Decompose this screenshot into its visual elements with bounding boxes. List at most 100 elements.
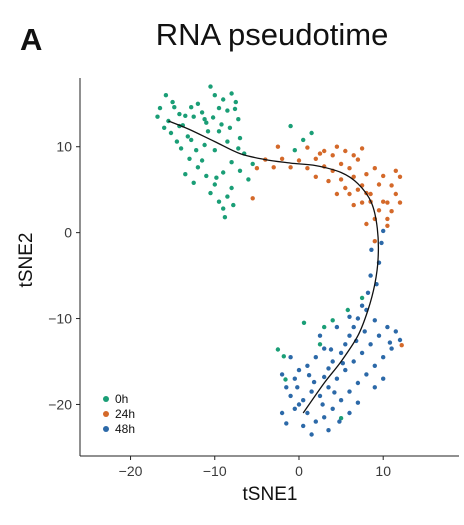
data-point-48h <box>326 385 331 390</box>
data-point-48h <box>369 247 374 252</box>
data-point-24h <box>271 165 276 170</box>
data-point-24h <box>393 191 398 197</box>
data-point-0h <box>208 84 213 89</box>
data-point-0h <box>237 168 243 173</box>
data-point-48h <box>397 337 403 343</box>
data-point-24h <box>372 166 377 171</box>
y-tick-label: −20 <box>48 396 72 412</box>
x-tick-label: 0 <box>295 463 303 479</box>
data-point-0h <box>191 180 196 185</box>
y-tick-label: 10 <box>56 139 72 155</box>
data-point-0h <box>233 99 238 105</box>
data-point-24h <box>279 156 285 161</box>
data-point-0h <box>204 120 209 125</box>
data-point-48h <box>305 363 310 368</box>
data-point-24h <box>397 200 403 205</box>
data-point-0h <box>229 160 234 165</box>
data-point-0h <box>219 122 224 127</box>
data-point-24h <box>364 221 369 227</box>
data-point-0h <box>221 97 226 102</box>
data-point-0h <box>202 117 207 122</box>
data-point-48h <box>311 379 317 385</box>
data-point-0h <box>155 114 160 119</box>
data-point-24h <box>385 223 390 228</box>
data-point-48h <box>337 419 342 424</box>
data-point-0h <box>359 295 365 301</box>
data-point-0h <box>191 114 196 119</box>
data-point-48h <box>320 402 325 407</box>
data-point-0h <box>214 175 219 180</box>
data-point-0h <box>225 194 230 199</box>
data-point-48h <box>379 240 384 246</box>
data-point-24h <box>372 239 377 244</box>
data-point-48h <box>385 324 390 330</box>
y-tick-label: −10 <box>48 311 72 327</box>
data-point-0h <box>216 129 222 134</box>
data-point-24h <box>368 191 373 197</box>
data-point-0h <box>195 165 201 170</box>
data-point-0h <box>225 139 230 144</box>
data-point-24h <box>355 157 361 162</box>
data-point-48h <box>279 410 285 416</box>
data-point-24h <box>359 146 365 151</box>
data-point-48h <box>309 389 314 394</box>
data-point-0h <box>168 130 174 136</box>
data-point-48h <box>343 367 348 373</box>
data-point-0h <box>221 170 226 175</box>
data-point-48h <box>347 410 352 416</box>
data-point-0h <box>163 93 169 98</box>
chart-title: RNA pseudotime <box>155 17 389 52</box>
data-point-0h <box>221 206 226 211</box>
data-point-24h <box>317 151 323 156</box>
data-point-24h <box>385 200 390 205</box>
data-point-48h <box>351 324 356 330</box>
data-point-0h <box>250 161 255 167</box>
data-point-24h <box>351 174 356 179</box>
data-point-0h <box>210 115 216 120</box>
data-point-48h <box>368 273 373 278</box>
data-point-48h <box>351 359 356 364</box>
x-axis-title: tSNE1 <box>243 484 298 505</box>
data-point-24h <box>347 191 352 197</box>
data-point-0h <box>178 146 184 151</box>
data-point-48h <box>387 340 393 345</box>
data-point-48h <box>330 359 335 364</box>
data-point-24h <box>359 200 365 205</box>
data-point-0h <box>216 105 222 111</box>
data-point-0h <box>170 99 175 105</box>
data-point-24h <box>381 173 386 179</box>
data-point-48h <box>326 366 331 371</box>
data-point-24h <box>355 187 361 192</box>
data-point-24h <box>364 172 369 177</box>
data-point-48h <box>343 342 348 347</box>
data-point-24h <box>351 153 356 158</box>
data-point-48h <box>381 376 386 381</box>
data-point-48h <box>288 355 293 360</box>
data-point-0h <box>229 185 234 191</box>
data-point-0h <box>246 177 251 182</box>
data-point-48h <box>393 329 398 334</box>
data-point-24h <box>389 209 394 214</box>
data-point-0h <box>189 137 194 143</box>
data-point-0h <box>202 142 207 148</box>
data-point-0h <box>236 117 241 122</box>
data-point-48h <box>372 318 377 323</box>
data-point-0h <box>227 125 233 130</box>
data-point-0h <box>195 101 201 107</box>
data-point-0h <box>172 105 177 110</box>
data-point-0h <box>212 93 217 98</box>
data-point-48h <box>284 385 289 390</box>
data-point-24h <box>250 196 255 201</box>
data-point-0h <box>183 113 188 119</box>
data-point-48h <box>362 329 367 334</box>
legend-marker-0h <box>103 396 109 402</box>
data-point-24h <box>305 145 310 150</box>
data-point-0h <box>301 137 306 143</box>
data-point-24h <box>313 156 318 161</box>
data-point-24h <box>326 178 331 184</box>
data-point-24h <box>376 208 382 213</box>
data-point-48h <box>376 333 382 338</box>
data-point-24h <box>305 166 310 171</box>
data-point-0h <box>232 106 238 112</box>
